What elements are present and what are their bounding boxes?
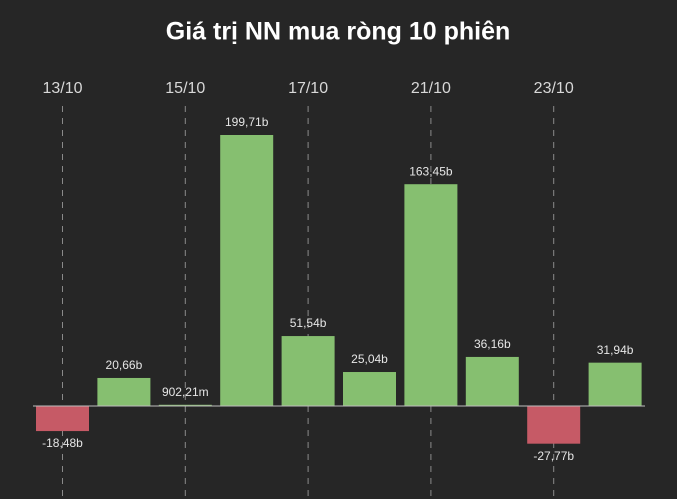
- x-tick-label: 17/10: [288, 80, 328, 97]
- value-label: 25,04b: [351, 352, 388, 366]
- x-tick-label: 15/10: [165, 80, 205, 97]
- x-tick-label: 21/10: [411, 80, 451, 97]
- value-label: 199,71b: [225, 115, 269, 129]
- value-label: 36,16b: [474, 337, 511, 351]
- value-label: -27,77b: [533, 449, 574, 463]
- value-label: -18,48b: [42, 436, 83, 450]
- x-tick-label: 23/10: [534, 80, 574, 97]
- value-label: 20,66b: [106, 358, 143, 372]
- bar: [343, 372, 396, 406]
- value-label: 31,94b: [597, 343, 634, 357]
- value-label: 163,45b: [409, 164, 453, 178]
- bar: [36, 406, 89, 432]
- bar: [158, 404, 212, 406]
- bar: [97, 377, 151, 406]
- value-label: 51,54b: [290, 316, 327, 330]
- value-label: 902,21m: [162, 385, 209, 399]
- bar: [404, 184, 458, 406]
- bar: [281, 336, 335, 406]
- x-tick-label: 13/10: [42, 80, 82, 97]
- bar: [465, 356, 519, 406]
- bar: [527, 406, 581, 444]
- bar: [588, 362, 642, 406]
- chart-title: Giá trị NN mua ròng 10 phiên: [166, 18, 511, 46]
- bar: [220, 135, 274, 406]
